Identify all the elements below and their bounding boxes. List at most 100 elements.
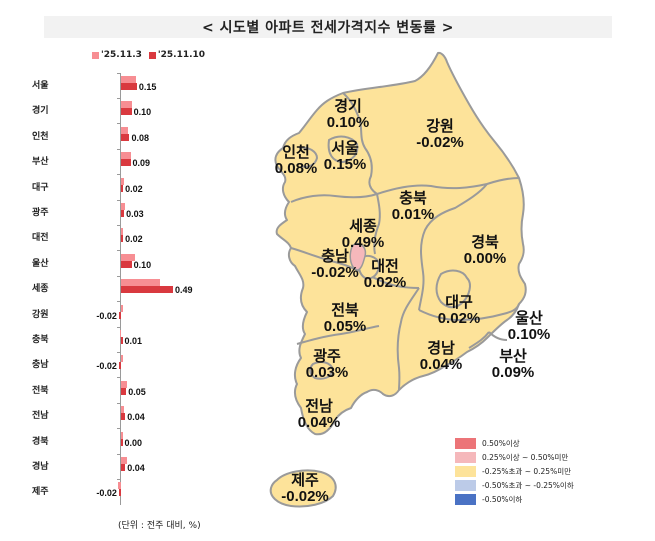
category-label: 울산 bbox=[32, 258, 49, 269]
axis-tick bbox=[117, 250, 121, 252]
map-label-ulsan: 울산 0.10% bbox=[507, 309, 551, 343]
bar-curr bbox=[118, 489, 121, 497]
map-label-jeju: 제주 -0.02% bbox=[281, 471, 329, 505]
legend-swatch-curr bbox=[148, 51, 156, 59]
category-label: 강원 bbox=[32, 309, 49, 320]
bar-value-label: 0.05 bbox=[128, 386, 146, 397]
category-label: 전북 bbox=[32, 385, 49, 396]
bar-prev bbox=[121, 101, 132, 109]
map-legend-swatch bbox=[455, 480, 476, 491]
category-label: 제주 bbox=[32, 487, 49, 498]
map-legend: 0.50%이상 0.25%이상 ~ 0.50%미만 -0.25%초과 ~ 0.25%… bbox=[455, 437, 574, 507]
map-legend-swatch bbox=[455, 452, 476, 463]
bar-prev bbox=[121, 279, 161, 287]
axis-tick bbox=[117, 275, 121, 277]
bar-value-label: 0.15 bbox=[138, 82, 157, 92]
bar-value-label: 0.04 bbox=[127, 412, 145, 423]
map-legend-label: -0.25%초과 ~ 0.25%미만 bbox=[482, 467, 572, 476]
map-label-chungnam: 충남 -0.02% bbox=[311, 247, 359, 281]
bar-prev bbox=[121, 253, 135, 261]
category-label: 충북 bbox=[32, 335, 49, 345]
axis-tick bbox=[117, 174, 121, 176]
map-label-jeonnam: 전남 0.04% bbox=[297, 397, 341, 431]
bar-row: 강원 -0.02 bbox=[0, 301, 240, 327]
map-label-busan: 부산 0.09% bbox=[491, 347, 535, 381]
legend-label-prev: '25.11.3 bbox=[101, 50, 142, 60]
bar-chart: 서울 0.15 경기 0.10 인천 0.08 부산 0.09 대구 0.02 광주 0.03 대전 0.… bbox=[0, 72, 240, 513]
bar-row: 충북 0.01 bbox=[0, 326, 240, 352]
axis-tick bbox=[117, 199, 121, 201]
bar-prev bbox=[119, 330, 121, 337]
jeju-outline bbox=[269, 469, 337, 508]
bar-value-label: -0.02 bbox=[96, 488, 117, 499]
map-legend-label: -0.50%초과 ~ -0.25%이하 bbox=[482, 481, 574, 490]
korea-map-shape bbox=[269, 51, 527, 508]
category-label: 광주 bbox=[32, 208, 49, 218]
bar-prev bbox=[121, 457, 128, 464]
bar-value-label: 0.10 bbox=[133, 107, 152, 118]
bar-prev bbox=[121, 304, 123, 312]
bar-curr bbox=[121, 260, 132, 268]
bar-value-label: -0.02 bbox=[96, 361, 117, 372]
bar-value-label: 0.01 bbox=[124, 336, 143, 346]
bar-prev bbox=[117, 482, 121, 490]
axis-tick bbox=[117, 453, 121, 455]
bar-row: 부산 0.09 bbox=[0, 148, 240, 174]
bar-value-label: 0.02 bbox=[125, 234, 143, 245]
bar-value-label: 0.10 bbox=[133, 259, 152, 270]
axis-tick bbox=[117, 478, 121, 480]
bar-value-label: 0.49 bbox=[174, 285, 193, 296]
category-label: 세종 bbox=[32, 284, 49, 295]
bar-value-label: 0.00 bbox=[124, 437, 143, 448]
bar-curr bbox=[121, 337, 123, 344]
map-legend-item: 0.25%이상 ~ 0.50%미만 bbox=[455, 451, 574, 464]
bar-value-label: 0.02 bbox=[125, 183, 143, 194]
bar-prev bbox=[121, 152, 131, 160]
chart-title: < 시도별 아파트 전세가격지수 변동률 > bbox=[44, 16, 612, 38]
bar-prev bbox=[121, 126, 129, 134]
axis-tick bbox=[117, 224, 121, 226]
map-label-daejeon: 대전 0.02% bbox=[363, 257, 407, 291]
map-legend-label: -0.50%이하 bbox=[482, 495, 523, 504]
bar-curr bbox=[121, 108, 132, 116]
bar-row: 울산 0.10 bbox=[0, 250, 240, 276]
bar-row: 경남 0.04 bbox=[0, 453, 240, 479]
bar-curr bbox=[121, 83, 137, 90]
bar-axis bbox=[120, 73, 121, 505]
bar-row: 충남 -0.02 bbox=[0, 351, 240, 377]
axis-tick bbox=[117, 97, 121, 99]
unit-note: (단위 : 전주 대비, %) bbox=[118, 521, 201, 531]
gwangju-outline bbox=[309, 361, 335, 380]
bar-row: 경기 0.10 bbox=[0, 97, 240, 123]
bar-row: 제주 -0.02 bbox=[0, 478, 240, 504]
bar-curr bbox=[118, 362, 121, 370]
map-label-gyeongnam: 경남 0.04% bbox=[419, 339, 463, 373]
bar-curr bbox=[121, 235, 124, 243]
bar-value-label: 0.09 bbox=[132, 158, 151, 169]
bar-curr bbox=[121, 133, 130, 141]
category-label: 경북 bbox=[32, 436, 49, 447]
bar-value-label: 0.08 bbox=[131, 132, 149, 143]
bar-prev bbox=[121, 177, 125, 185]
sejong-outline bbox=[349, 242, 367, 271]
bar-row: 대전 0.02 bbox=[0, 224, 240, 250]
map-legend-swatch bbox=[455, 466, 476, 477]
bar-value-label: 0.04 bbox=[127, 463, 145, 473]
axis-tick bbox=[117, 377, 121, 379]
bar-value-label: 0.03 bbox=[126, 209, 144, 219]
bar-curr bbox=[121, 438, 123, 446]
map-legend-item: -0.50%이하 bbox=[455, 493, 574, 506]
bar-prev bbox=[121, 431, 123, 439]
map-label-chungbuk: 충북 0.01% bbox=[391, 189, 435, 223]
map-label-gangwon: 강원 -0.02% bbox=[416, 117, 464, 151]
bar-curr bbox=[121, 464, 126, 471]
korea-map: 경기 0.10% 강원 -0.02% 인천 0.08% 서울 0.15% 충북 0.01%… bbox=[255, 48, 555, 518]
bar-legend: '25.11.3 '25.11.10 bbox=[92, 50, 209, 60]
bar-row: 광주 0.03 bbox=[0, 199, 240, 225]
legend-item-curr: '25.11.10 bbox=[148, 50, 205, 60]
bar-prev bbox=[121, 380, 128, 388]
axis-tick bbox=[117, 301, 121, 303]
map-label-gwangju: 광주 0.03% bbox=[305, 347, 349, 381]
bar-prev bbox=[121, 228, 124, 236]
bar-prev bbox=[121, 355, 123, 363]
